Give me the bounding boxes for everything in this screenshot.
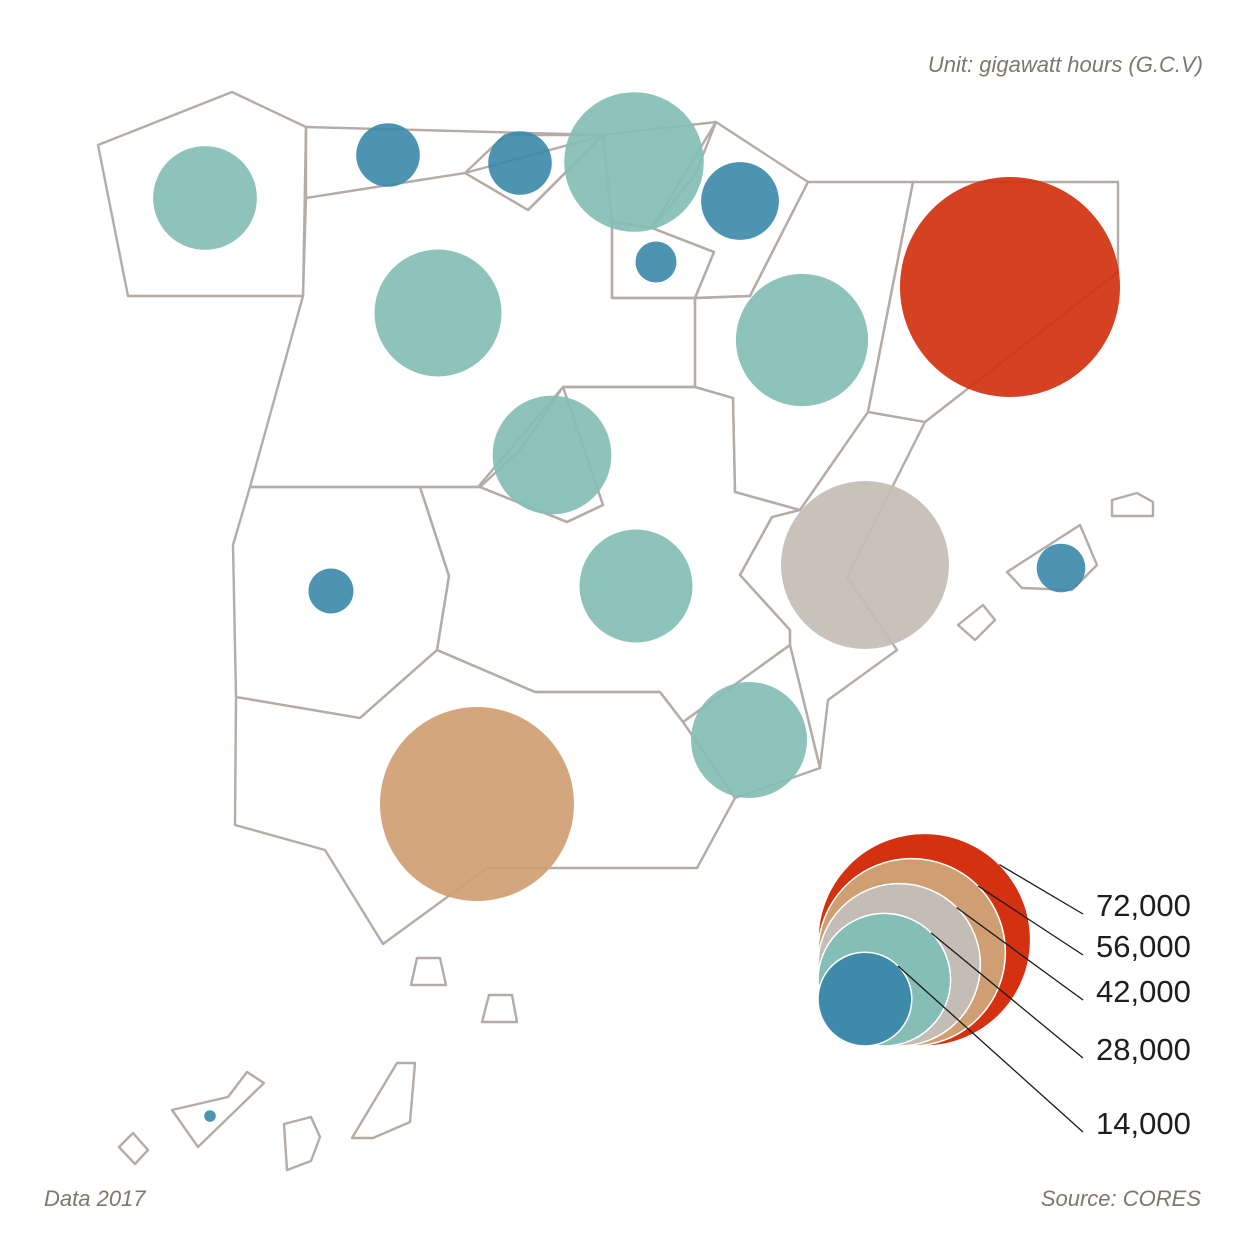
bubble-layer [153, 92, 1120, 1122]
bubble-very-high-1 [900, 177, 1120, 397]
bubble-medium-5 [735, 273, 869, 407]
bubble-high-2 [380, 707, 574, 901]
region-canary-tenerife [170, 1070, 266, 1149]
unit-note: Unit: gigawatt hours (G.C.V) [927, 52, 1203, 77]
region-canary-la-gomera [282, 1115, 322, 1172]
bubble-low-12 [356, 123, 420, 187]
bubble-low-17 [204, 1110, 216, 1122]
region-balearic-ibiza [956, 603, 997, 642]
legend-leader-14000 [897, 965, 1084, 1133]
legend-label-28000: 28,000 [1096, 1032, 1191, 1067]
region-canary-fuerteventura [480, 993, 519, 1024]
region-canary-lanzarote [409, 956, 448, 987]
legend-label-42000: 42,000 [1096, 974, 1191, 1009]
bubble-medium-7 [492, 395, 612, 515]
legend-leader-56000 [977, 885, 1084, 956]
legend-label-72000: 72,000 [1096, 888, 1191, 923]
region-canary-la-palma [117, 1131, 150, 1166]
bubble-medium-4 [564, 92, 704, 232]
bubble-medium-10 [153, 146, 257, 250]
bubble-medium-8 [691, 682, 807, 798]
bubble-low-13 [488, 131, 552, 195]
region-andalusia [233, 648, 737, 946]
legend-circle-14000 [817, 951, 913, 1047]
legend-leader-28000 [930, 932, 1084, 1059]
source-note: Source: CORES [1040, 1186, 1201, 1211]
region-valencia [738, 410, 927, 770]
size-legend: 72,000 56,000 42,000 28,000 14,000 [817, 832, 1191, 1141]
bubble-low-11 [701, 162, 779, 240]
region-balearic-mallorca [1005, 523, 1099, 592]
legend-label-14000: 14,000 [1096, 1106, 1191, 1141]
region-canary-gran-canaria [350, 1061, 417, 1140]
legend-leader-72000 [999, 864, 1084, 915]
bubble-low-16 [635, 241, 677, 283]
bubble-low-14 [1036, 543, 1086, 593]
data-year-note: Data 2017 [44, 1186, 146, 1211]
legend-label-56000: 56,000 [1096, 929, 1191, 964]
bubble-medium-6 [374, 249, 502, 377]
bubble-medium-high-3 [781, 481, 949, 649]
region-asturias [304, 125, 607, 200]
bubble-low-15 [308, 568, 354, 614]
region-balearic-menorca [1110, 491, 1155, 518]
legend-leader-42000 [956, 906, 1084, 1001]
bubble-medium-9 [579, 529, 693, 643]
